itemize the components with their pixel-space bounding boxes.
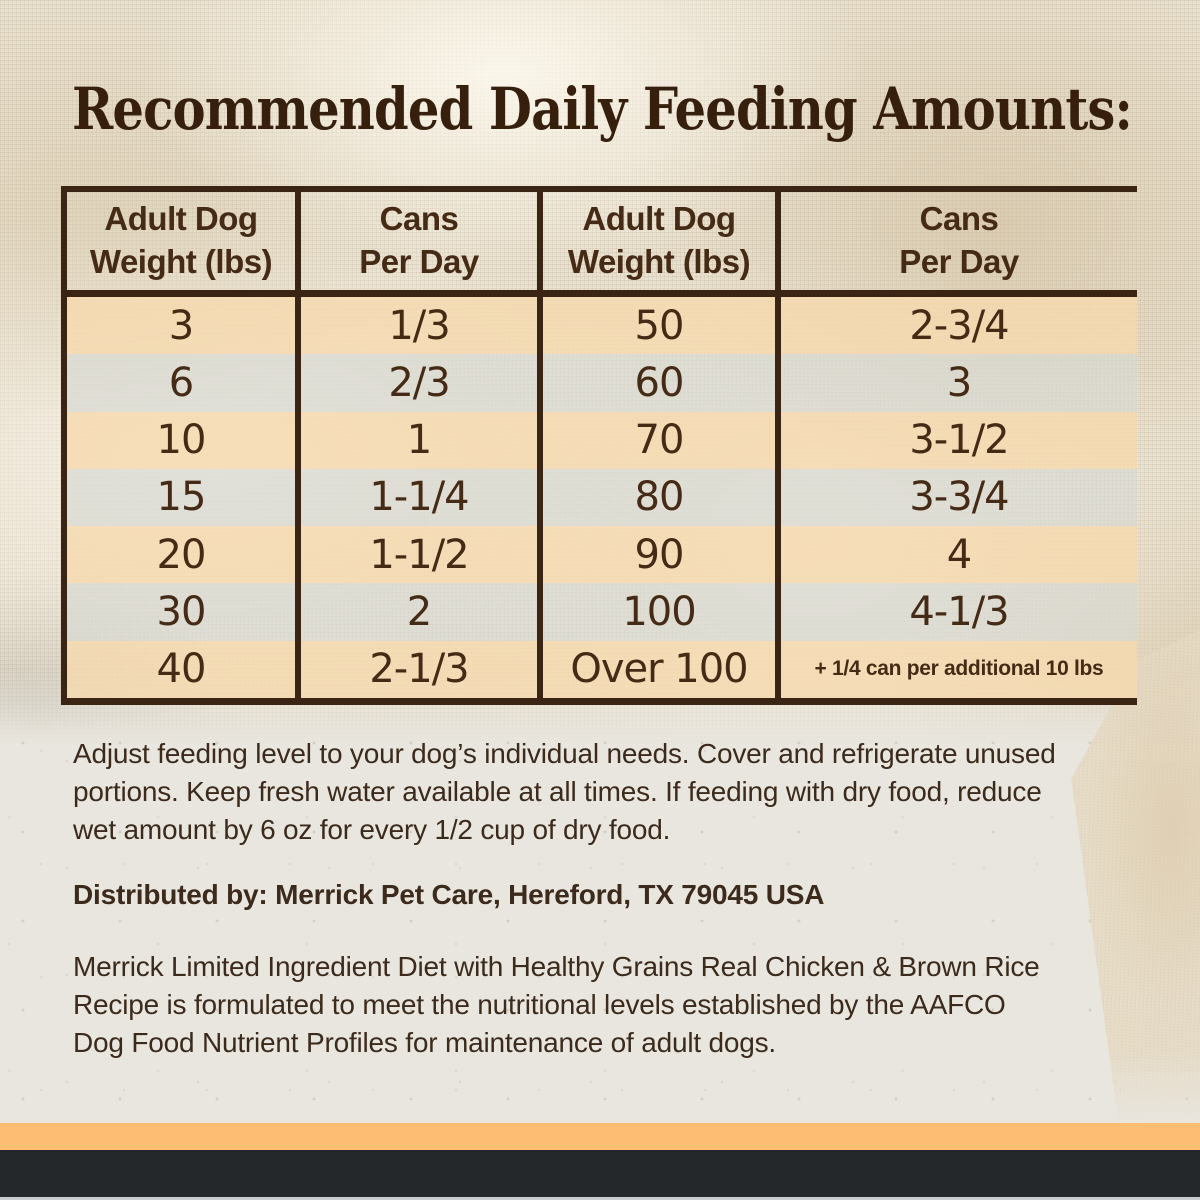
table-cell: 90 bbox=[543, 526, 781, 584]
distributor-line: Distributed by: Merrick Pet Care, Herefo… bbox=[73, 879, 825, 910]
table-cell: 4 bbox=[946, 531, 972, 578]
table-row: 6 2/3 60 3 bbox=[67, 354, 1137, 412]
table-cell: 1-1/2 bbox=[301, 526, 543, 584]
aafco-statement-paragraph: Merrick Limited Ingredient Diet with Hea… bbox=[73, 951, 1040, 1058]
table-cell: 2-1/3 bbox=[301, 640, 543, 698]
footer-bottom-line bbox=[0, 1197, 1200, 1200]
table-cell: 3 bbox=[946, 359, 972, 406]
table-cell: 1 bbox=[301, 411, 543, 469]
table-cell: 3-3/4 bbox=[909, 474, 1009, 521]
table-cell: 1/3 bbox=[301, 297, 543, 355]
column-header: Adult Dog Weight (lbs) bbox=[67, 192, 301, 290]
table-row: 30 2 100 4-1/3 bbox=[67, 583, 1137, 641]
table-cell: 100 bbox=[543, 583, 781, 641]
column-header: Cans Per Day bbox=[899, 200, 1019, 280]
table-cell: 1-1/4 bbox=[301, 468, 543, 527]
table-cell: 30 bbox=[67, 583, 301, 641]
table-row: 40 2-1/3 Over 100 + 1/4 can per addition… bbox=[67, 640, 1137, 698]
table-cell: 3 bbox=[67, 297, 301, 355]
feeding-amounts-table: Adult Dog Weight (lbs) Cans Per Day Adul… bbox=[61, 186, 1137, 705]
table-cell: 2/3 bbox=[301, 354, 543, 412]
page-title: Recommended Daily Feeding Amounts: bbox=[72, 75, 1133, 143]
footer-dark-bar bbox=[0, 1150, 1200, 1197]
feeding-instructions-paragraph: Adjust feeding level to your dog’s indiv… bbox=[73, 738, 1056, 845]
table-cell: 2 bbox=[301, 583, 543, 641]
table-cell: Over 100 bbox=[543, 640, 781, 698]
table-cell: 6 bbox=[67, 354, 301, 412]
table-row: 20 1-1/2 90 4 bbox=[67, 526, 1137, 584]
table-cell: 70 bbox=[543, 411, 781, 469]
table-cell: 60 bbox=[543, 354, 781, 412]
table-cell-note: + 1/4 can per additional 10 lbs bbox=[814, 657, 1104, 681]
table-cell: 20 bbox=[67, 526, 301, 584]
table-cell: 2-3/4 bbox=[909, 302, 1009, 349]
table-row: 3 1/3 50 2-3/4 bbox=[67, 297, 1137, 355]
table-cell: 50 bbox=[543, 297, 781, 355]
table-cell: 3-1/2 bbox=[909, 417, 1009, 464]
table-cell: 15 bbox=[67, 468, 301, 527]
table-row: 15 1-1/4 80 3-3/4 bbox=[67, 468, 1137, 527]
table-cell: 40 bbox=[67, 640, 301, 698]
table-cell: 4-1/3 bbox=[909, 589, 1009, 636]
table-header-row: Adult Dog Weight (lbs) Cans Per Day Adul… bbox=[67, 192, 1137, 297]
table-row: 10 1 70 3-1/2 bbox=[67, 411, 1137, 469]
table-cell: 10 bbox=[67, 411, 301, 469]
footer-orange-bar bbox=[0, 1123, 1200, 1150]
column-header: Adult Dog Weight (lbs) bbox=[543, 192, 781, 290]
column-header: Cans Per Day bbox=[301, 192, 543, 290]
table-cell: 80 bbox=[543, 468, 781, 527]
